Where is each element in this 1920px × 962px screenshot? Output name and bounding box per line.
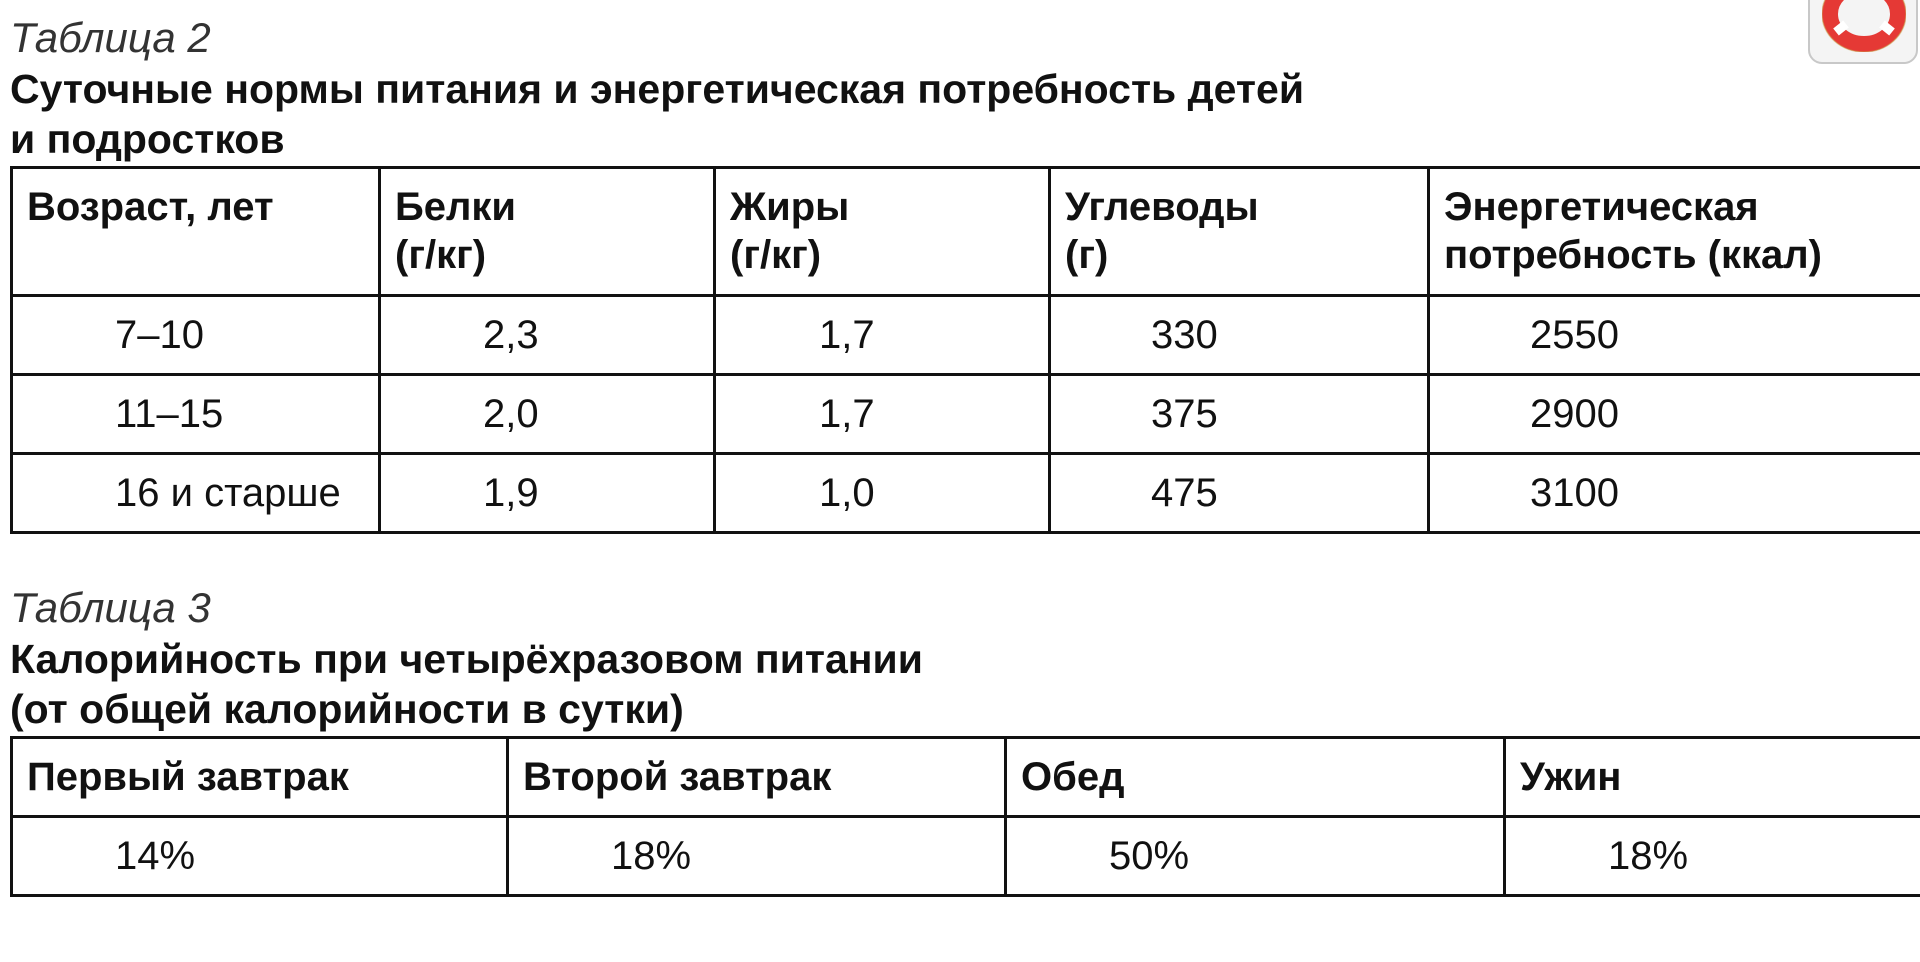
header-proteins: Белки (г/кг) xyxy=(378,166,716,297)
header-unit: (г) xyxy=(1065,233,1109,277)
table-row: 11–15 2,0 1,7 375 2900 xyxy=(10,373,1920,455)
header-first-breakfast: Первый завтрак xyxy=(10,736,509,818)
header-text: Первый завтрак xyxy=(27,755,349,799)
cell-fats: 1,7 xyxy=(713,373,1051,455)
header-unit: (г/кг) xyxy=(395,233,487,277)
cell-first-breakfast: 14% xyxy=(10,815,509,897)
header-age: Возраст, лет xyxy=(10,166,381,297)
header-text: Ужин xyxy=(1520,755,1622,799)
header-dinner: Ужин xyxy=(1503,736,1920,818)
header-text: Обед xyxy=(1021,755,1125,799)
cell-proteins: 2,3 xyxy=(378,294,716,376)
cell-age: 7–10 xyxy=(10,294,381,376)
header-second-breakfast: Второй завтрак xyxy=(506,736,1007,818)
cell-fats: 1,0 xyxy=(713,452,1051,534)
header-text: Второй завтрак xyxy=(523,755,832,799)
table-header-row: Возраст, лет Белки (г/кг) Жиры (г/кг) Уг… xyxy=(10,166,1920,297)
header-lunch: Обед xyxy=(1004,736,1506,818)
cell-carbohydrates: 475 xyxy=(1048,452,1430,534)
header-text: Белки xyxy=(395,185,517,229)
nutrition-norms-table: Возраст, лет Белки (г/кг) Жиры (г/кг) Уг… xyxy=(10,166,1920,534)
header-unit: потребность (ккал) xyxy=(1444,233,1822,277)
table3-title: Калорийность при четырёхразовом питании … xyxy=(10,634,923,734)
lifebuoy-icon xyxy=(1822,0,1906,52)
table2-title-line: и подростков xyxy=(10,116,285,162)
cell-second-breakfast: 18% xyxy=(506,815,1007,897)
table-row: 16 и старше 1,9 1,0 475 3100 xyxy=(10,452,1920,534)
cell-carbohydrates: 330 xyxy=(1048,294,1430,376)
help-button[interactable] xyxy=(1808,0,1918,64)
header-energy: Энергетическая потребность (ккал) xyxy=(1427,166,1920,297)
cell-age: 16 и старше xyxy=(10,452,381,534)
table-row: 7–10 2,3 1,7 330 2550 xyxy=(10,294,1920,376)
cell-energy: 3100 xyxy=(1427,452,1920,534)
header-text: Энергетическая xyxy=(1444,185,1759,229)
cell-energy: 2900 xyxy=(1427,373,1920,455)
cell-fats: 1,7 xyxy=(713,294,1051,376)
cell-proteins: 2,0 xyxy=(378,373,716,455)
cell-proteins: 1,9 xyxy=(378,452,716,534)
cell-lunch: 50% xyxy=(1004,815,1506,897)
table-row: 14% 18% 50% 18% xyxy=(10,815,1920,897)
cell-carbohydrates: 375 xyxy=(1048,373,1430,455)
cell-energy: 2550 xyxy=(1427,294,1920,376)
table2-title: Суточные нормы питания и энергетическая … xyxy=(10,64,1304,164)
table-header-row: Первый завтрак Второй завтрак Обед Ужин xyxy=(10,736,1920,818)
table3-title-line: Калорийность при четырёхразовом питании xyxy=(10,636,923,682)
header-fats: Жиры (г/кг) xyxy=(713,166,1051,297)
table3-caption: Таблица 3 xyxy=(10,584,211,631)
header-unit: (г/кг) xyxy=(730,233,822,277)
header-carbohydrates: Углеводы (г) xyxy=(1048,166,1430,297)
cell-dinner: 18% xyxy=(1503,815,1920,897)
header-text: Возраст, лет xyxy=(27,185,274,229)
table2-title-line: Суточные нормы питания и энергетическая … xyxy=(10,66,1305,112)
header-text: Жиры xyxy=(730,185,850,229)
table2-caption: Таблица 2 xyxy=(10,14,211,61)
cell-age: 11–15 xyxy=(10,373,381,455)
header-text: Углеводы xyxy=(1065,185,1259,229)
table3-title-line: (от общей калорийности в сутки) xyxy=(10,686,684,732)
meal-calories-table: Первый завтрак Второй завтрак Обед Ужин … xyxy=(10,736,1920,897)
